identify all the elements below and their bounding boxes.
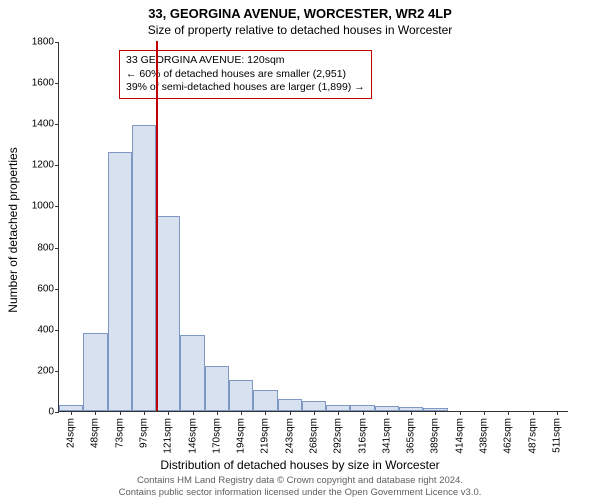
x-tick-mark — [338, 411, 339, 415]
y-tick-mark — [55, 330, 59, 331]
y-tick-label: 800 — [18, 242, 54, 253]
x-axis-label: Distribution of detached houses by size … — [0, 458, 600, 472]
x-tick-label: 170sqm — [211, 418, 222, 454]
y-tick-label: 200 — [18, 365, 54, 376]
x-tick-mark — [290, 411, 291, 415]
x-tick-label: 487sqm — [527, 418, 538, 454]
x-tick-label: 389sqm — [430, 418, 441, 454]
histogram-bar — [108, 152, 132, 411]
y-tick-mark — [55, 412, 59, 413]
x-tick-label: 146sqm — [187, 418, 198, 454]
x-tick-mark — [363, 411, 364, 415]
histogram-bar — [229, 380, 253, 411]
x-tick-mark — [241, 411, 242, 415]
x-tick-mark — [508, 411, 509, 415]
y-tick-label: 1600 — [18, 78, 54, 89]
x-tick-label: 24sqm — [66, 418, 77, 448]
x-tick-mark — [411, 411, 412, 415]
histogram-bar — [156, 216, 180, 411]
x-tick-label: 48sqm — [90, 418, 101, 448]
property-marker-line — [156, 41, 158, 411]
x-tick-mark — [168, 411, 169, 415]
x-tick-mark — [71, 411, 72, 415]
y-tick-label: 1800 — [18, 37, 54, 48]
histogram-bar — [205, 366, 229, 411]
histogram-bar — [83, 333, 107, 411]
y-tick-label: 400 — [18, 324, 54, 335]
plot-area: 33 GEORGINA AVENUE: 120sqm← 60% of detac… — [58, 42, 568, 412]
histogram-bar — [278, 399, 302, 411]
histogram-bar — [180, 335, 204, 411]
x-tick-label: 73sqm — [114, 418, 125, 448]
x-tick-mark — [95, 411, 96, 415]
title-sub: Size of property relative to detached ho… — [0, 21, 600, 41]
histogram-bar — [132, 125, 156, 411]
x-tick-mark — [265, 411, 266, 415]
x-tick-mark — [120, 411, 121, 415]
x-tick-label: 438sqm — [479, 418, 490, 454]
y-tick-mark — [55, 206, 59, 207]
x-tick-mark — [314, 411, 315, 415]
y-tick-mark — [55, 289, 59, 290]
x-tick-label: 341sqm — [381, 418, 392, 454]
histogram-bar — [253, 390, 277, 411]
x-tick-label: 365sqm — [406, 418, 417, 454]
annotation-line: 39% of semi-detached houses are larger (… — [126, 81, 365, 95]
x-tick-label: 219sqm — [260, 418, 271, 454]
x-tick-label: 292sqm — [333, 418, 344, 454]
x-tick-label: 316sqm — [357, 418, 368, 454]
y-tick-mark — [55, 371, 59, 372]
y-tick-label: 0 — [18, 407, 54, 418]
x-tick-mark — [460, 411, 461, 415]
x-tick-label: 194sqm — [236, 418, 247, 454]
y-tick-label: 1000 — [18, 201, 54, 212]
y-tick-mark — [55, 165, 59, 166]
x-tick-label: 243sqm — [284, 418, 295, 454]
footer-line-1: Contains HM Land Registry data © Crown c… — [0, 475, 600, 486]
x-tick-label: 511sqm — [551, 418, 562, 453]
x-tick-label: 462sqm — [503, 418, 514, 454]
x-tick-mark — [144, 411, 145, 415]
footer-attribution: Contains HM Land Registry data © Crown c… — [0, 475, 600, 498]
histogram-bar — [302, 401, 326, 411]
x-tick-mark — [435, 411, 436, 415]
y-tick-mark — [55, 124, 59, 125]
x-tick-label: 121sqm — [163, 418, 174, 454]
annotation-line: ← 60% of detached houses are smaller (2,… — [126, 68, 365, 82]
y-tick-label: 1200 — [18, 160, 54, 171]
title-main: 33, GEORGINA AVENUE, WORCESTER, WR2 4LP — [0, 0, 600, 21]
x-tick-mark — [557, 411, 558, 415]
y-tick-label: 600 — [18, 283, 54, 294]
chart-area: 33 GEORGINA AVENUE: 120sqm← 60% of detac… — [58, 42, 568, 412]
y-tick-label: 1400 — [18, 119, 54, 130]
x-tick-label: 414sqm — [454, 418, 465, 454]
footer-line-2: Contains public sector information licen… — [0, 487, 600, 498]
y-tick-mark — [55, 248, 59, 249]
x-tick-mark — [217, 411, 218, 415]
x-tick-mark — [484, 411, 485, 415]
x-tick-label: 268sqm — [309, 418, 320, 454]
x-tick-mark — [533, 411, 534, 415]
y-tick-mark — [55, 42, 59, 43]
y-tick-mark — [55, 83, 59, 84]
x-tick-mark — [193, 411, 194, 415]
x-tick-label: 97sqm — [139, 418, 150, 448]
annotation-line: 33 GEORGINA AVENUE: 120sqm — [126, 54, 365, 68]
x-tick-mark — [387, 411, 388, 415]
